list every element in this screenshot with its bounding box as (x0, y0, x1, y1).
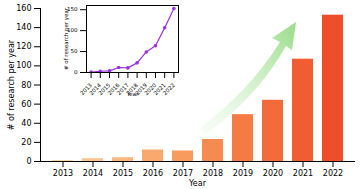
svg-text:2014: 2014 (83, 169, 103, 178)
svg-text:2021: 2021 (293, 169, 313, 178)
svg-text:# of research per year: # of research per year (63, 7, 70, 70)
svg-text:140: 140 (16, 23, 31, 32)
svg-text:100: 100 (16, 61, 31, 70)
svg-text:Year: Year (188, 179, 207, 188)
svg-text:# of research per year: # of research per year (7, 39, 16, 130)
svg-text:150: 150 (67, 6, 78, 13)
svg-text:2022: 2022 (162, 82, 176, 96)
svg-text:100: 100 (67, 27, 78, 34)
svg-text:2022: 2022 (323, 169, 343, 178)
svg-text:40: 40 (21, 119, 31, 128)
svg-text:2017: 2017 (173, 169, 193, 178)
svg-text:2019: 2019 (233, 169, 253, 178)
svg-text:50: 50 (71, 48, 78, 54)
svg-text:2013: 2013 (53, 169, 73, 178)
svg-text:120: 120 (16, 42, 31, 51)
svg-text:80: 80 (21, 81, 31, 90)
svg-text:2020: 2020 (263, 169, 283, 178)
svg-text:160: 160 (16, 4, 31, 13)
svg-text:2016: 2016 (143, 169, 163, 178)
svg-text:20: 20 (21, 138, 31, 147)
svg-text:60: 60 (21, 100, 31, 109)
svg-text:0: 0 (26, 157, 31, 166)
svg-text:2018: 2018 (203, 169, 223, 178)
svg-text:0: 0 (74, 69, 78, 75)
svg-text:Year: Year (126, 91, 139, 97)
svg-text:2015: 2015 (113, 169, 133, 178)
